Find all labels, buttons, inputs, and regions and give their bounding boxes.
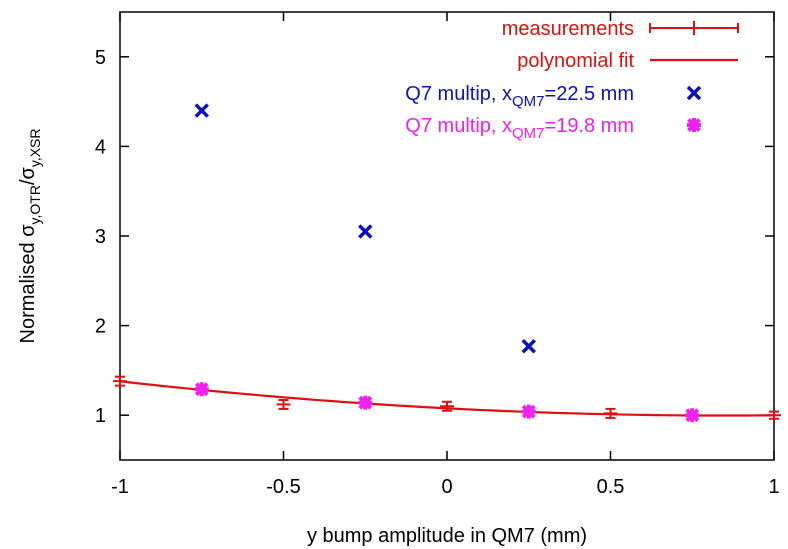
data-marks [113, 103, 781, 423]
y-axis-label: Normalised σy,OTR/σy,XSR [17, 129, 43, 344]
y-axis-label-sep: /σ [17, 166, 39, 185]
x-tick-label: 0 [441, 476, 452, 498]
measurement-point [767, 410, 781, 420]
measurement-point [440, 400, 454, 412]
x-axis-label: y bump amplitude in QM7 (mm) [307, 525, 587, 547]
legend-label-multip-19.8: Q7 multip, xQM7=19.8 mm [405, 115, 634, 142]
axis-tick-labels: -1 -0.5 0 0.5 1 1 2 3 4 5 [95, 47, 780, 498]
y-tick-label: 1 [95, 405, 106, 427]
measurement-point [113, 375, 127, 387]
y-tick-label: 2 [95, 316, 106, 338]
y-tick-label: 5 [95, 47, 106, 69]
legend-swatch-multip-19.8 [687, 118, 701, 132]
multip-19.8-point [521, 404, 536, 419]
multip-19.8-point [194, 382, 209, 397]
legend-label-measurements: measurements [502, 18, 634, 40]
legend-swatch-multip-22.5 [686, 85, 702, 101]
x-tick-label: 1 [768, 476, 779, 498]
multip-22.5-point [521, 338, 536, 354]
multip-22.5-point [194, 103, 209, 118]
axis-ticks [119, 12, 775, 460]
y-tick-label: 3 [95, 226, 106, 248]
x-tick-label: 0.5 [597, 476, 625, 498]
y-axis-label-main: Normalised σ [17, 224, 39, 344]
x-tick-label: -0.5 [266, 476, 300, 498]
y-tick-label: 4 [95, 136, 106, 158]
legend-label-multip-22.5: Q7 multip, xQM7=22.5 mm [405, 83, 634, 110]
y-axis-label-sub2: y,XSR [27, 129, 43, 168]
plot-frame [119, 11, 775, 461]
y-axis-label-sub1: y,OTR [27, 185, 43, 224]
measurement-point [603, 407, 618, 419]
multip-22.5-point [358, 224, 373, 239]
legend-swatch-measurements [649, 21, 739, 35]
legend: measurements polynomial fit Q7 multip, xQM… [405, 18, 739, 142]
legend-label-polynomial-fit: polynomial fit [517, 50, 634, 72]
multip-19.8-point [358, 395, 373, 410]
x-tick-label: -1 [111, 476, 129, 498]
multip-19.8-point [685, 408, 700, 423]
measurement-point [276, 398, 291, 410]
